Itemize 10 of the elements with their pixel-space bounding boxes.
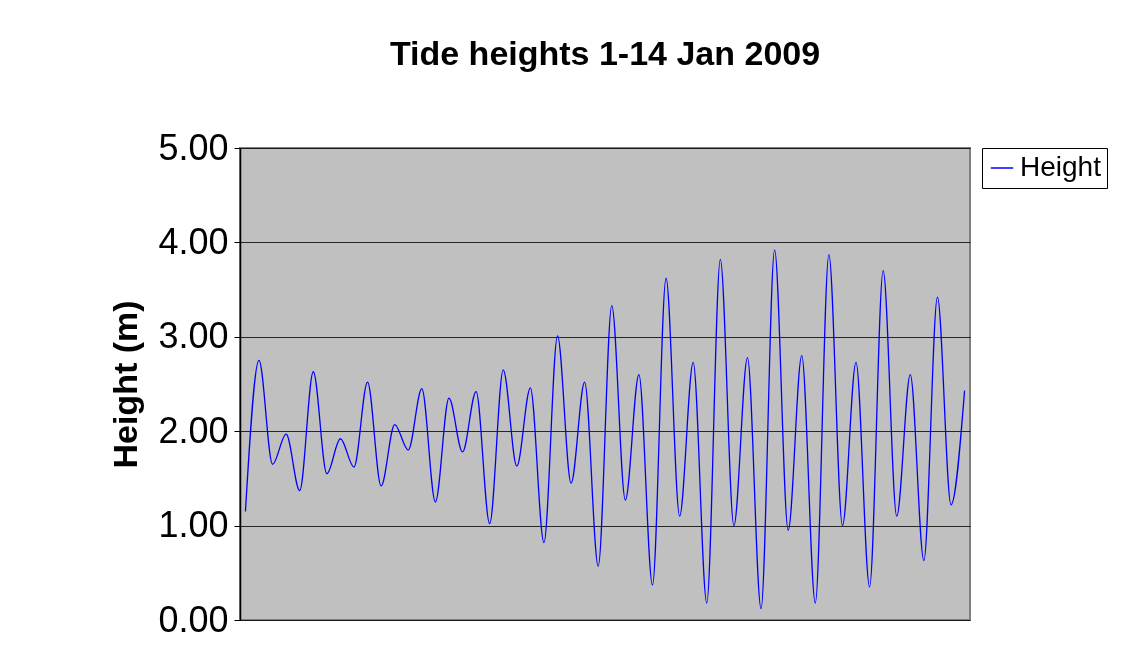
y-tick-label: 5.00 [158, 126, 229, 168]
legend-label: Height [1020, 151, 1102, 182]
y-tick-label: 1.00 [158, 504, 229, 546]
line-series [244, 249, 966, 610]
y-tick-label: 2.00 [158, 409, 229, 451]
y-axis-title: Height (m) [106, 300, 145, 469]
y-tick-label: 3.00 [158, 315, 229, 357]
chart-title: Tide heights 1-14 Jan 2009 [389, 34, 821, 72]
y-tick-label: 4.00 [158, 220, 229, 262]
y-tick-label: 0.00 [158, 598, 229, 640]
